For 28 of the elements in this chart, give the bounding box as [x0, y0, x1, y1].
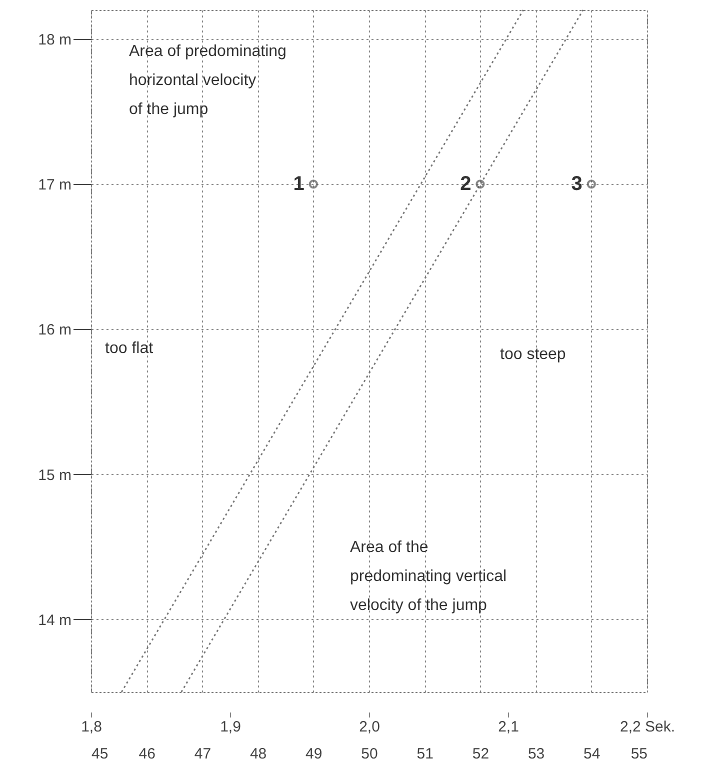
x2-tick-label: 53: [528, 746, 545, 762]
x2-tick-label: 54: [584, 746, 600, 762]
y-tick-label: 15 m: [38, 466, 72, 484]
x2-tick-label: 46: [138, 746, 156, 762]
x2-tick-label: 52: [472, 746, 490, 762]
annotation: 1: [293, 173, 304, 196]
x2-tick-label: 51: [416, 746, 434, 762]
x2-tick-label: 45: [92, 746, 108, 762]
x2-tick-label: 50: [361, 746, 378, 762]
x-tick-label: 1,9: [220, 718, 241, 736]
annotation: Area of predominating horizontal velocity of the jump: [129, 43, 286, 118]
y-tick-label: 17 m: [38, 176, 72, 194]
y-tick-label: 14 m: [38, 612, 72, 629]
x2-tick-label: 55: [630, 746, 648, 762]
x-tick-label: 1,8: [81, 718, 102, 736]
x-tick-label: 2,1: [498, 718, 519, 736]
annotation: 2: [460, 173, 472, 196]
x2-tick-label: 47: [194, 746, 212, 762]
annotation: too steep: [500, 346, 566, 363]
y-tick-label: 18 m: [38, 32, 72, 49]
y-tick-label: 16 m: [38, 322, 72, 339]
x2-tick-label: 48: [250, 746, 267, 762]
x2-tick-label: 49: [306, 746, 322, 762]
x-tick-label: 2,0: [359, 718, 380, 736]
x-tick-label: 2,2 Sek.: [620, 718, 676, 736]
annotation: 3: [571, 173, 582, 196]
annotation: Area of the predominating vertical velocity of the jump: [350, 539, 507, 614]
annotation: too flat: [105, 340, 154, 357]
